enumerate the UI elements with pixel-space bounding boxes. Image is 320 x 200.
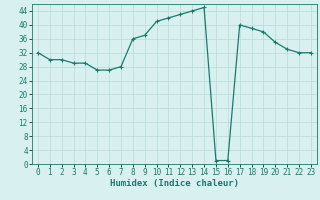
X-axis label: Humidex (Indice chaleur): Humidex (Indice chaleur) [110, 179, 239, 188]
